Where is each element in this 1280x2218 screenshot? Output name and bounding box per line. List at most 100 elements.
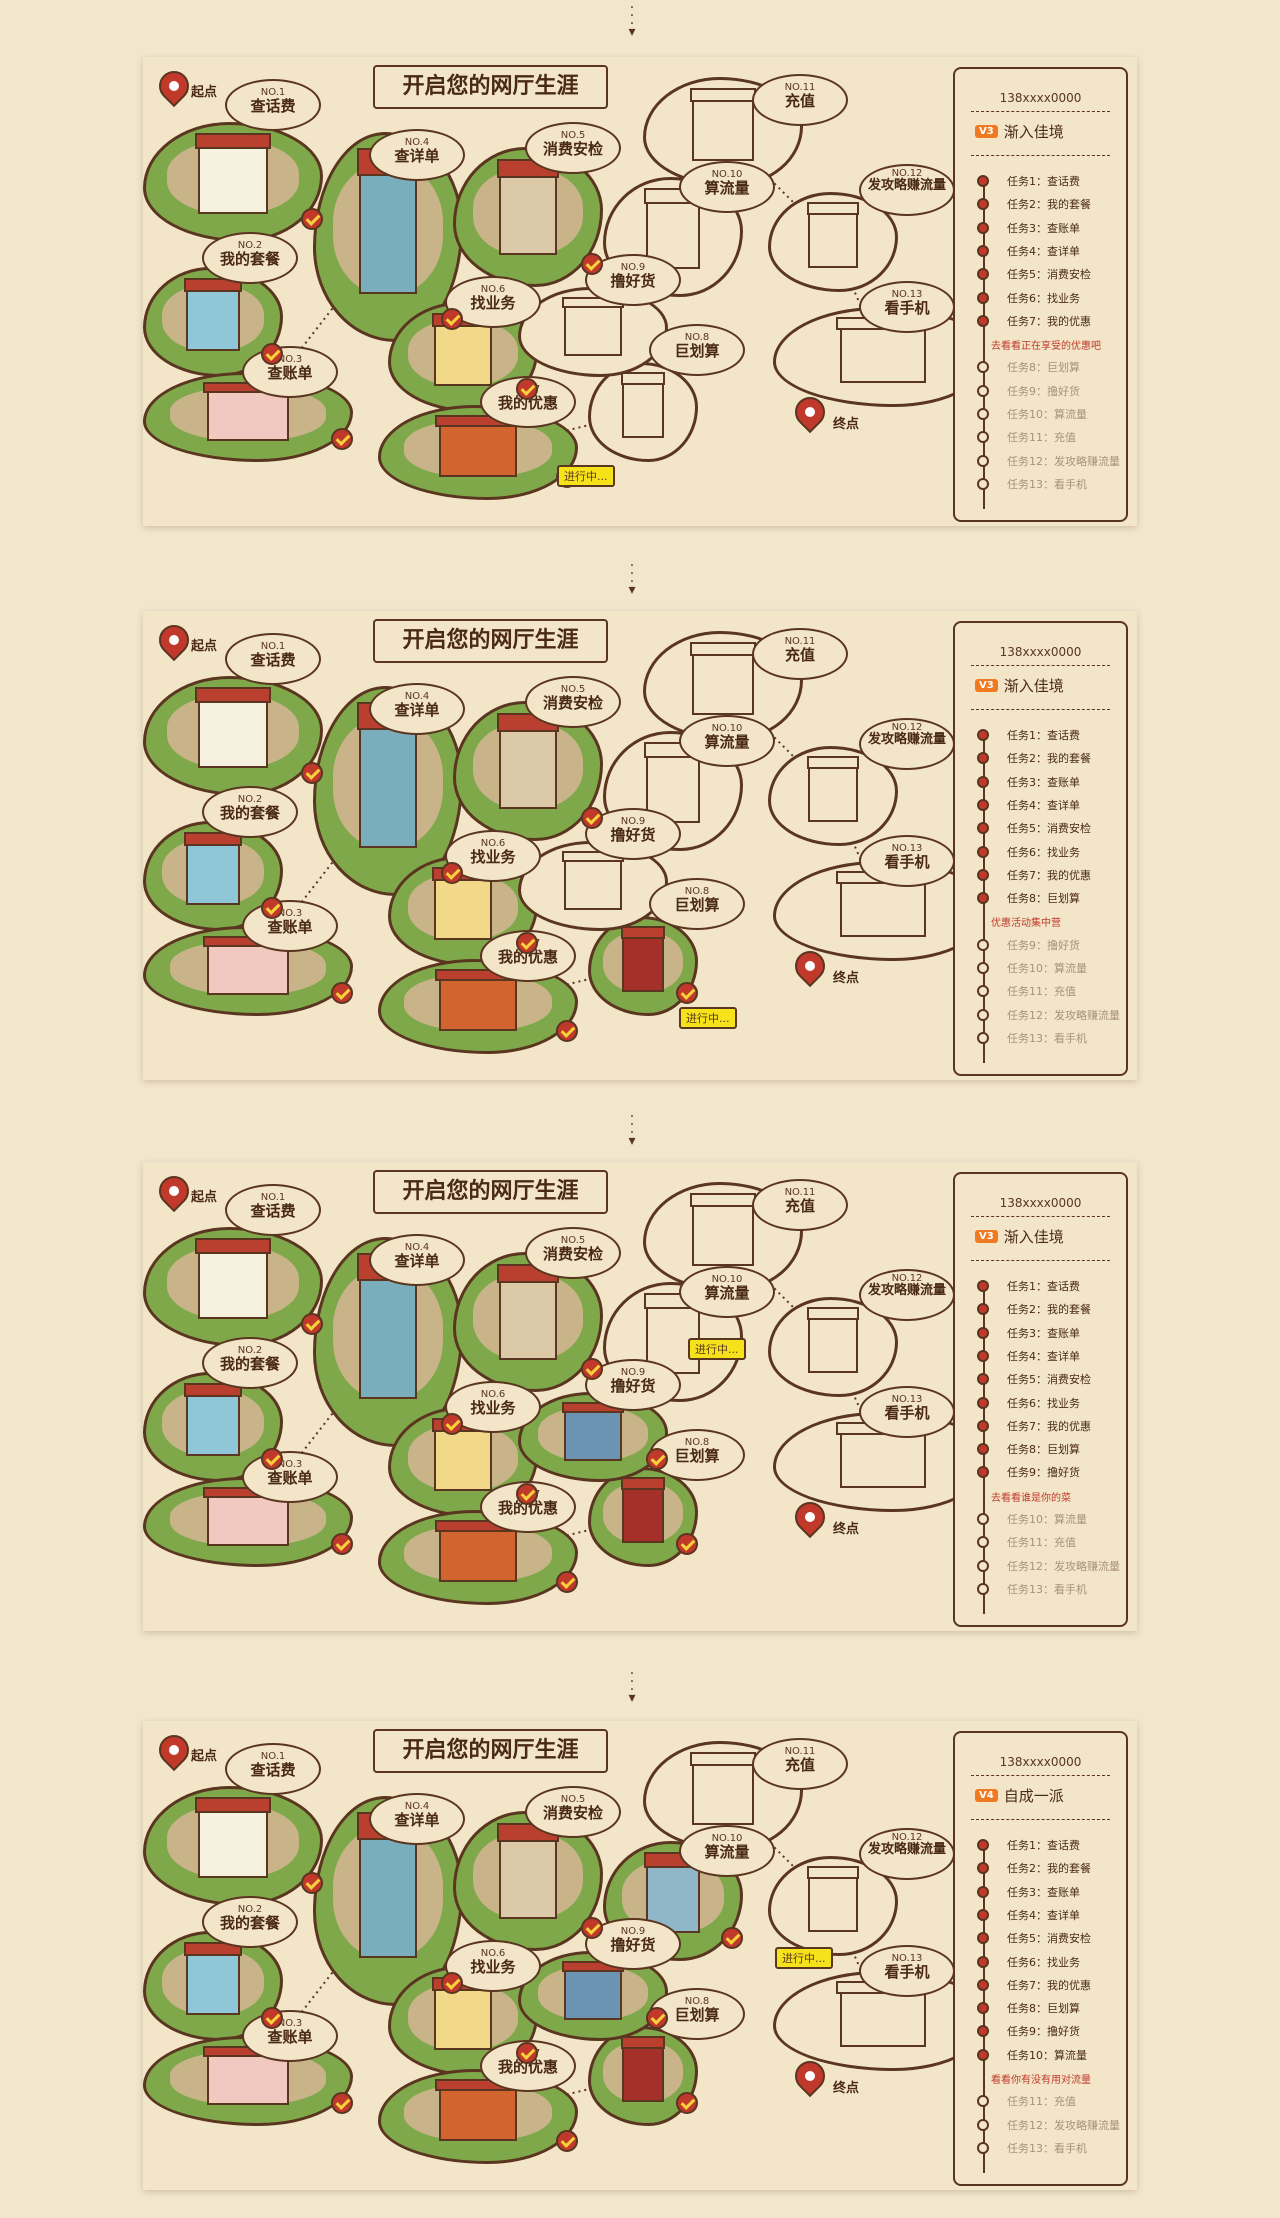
task-item[interactable]: 任务10：算流量 <box>1007 408 1087 421</box>
station-bubble[interactable]: NO.12 发攻略赚流量 <box>859 1828 955 1880</box>
station-bubble[interactable]: NO.13 看手机 <box>859 1386 955 1438</box>
task-item[interactable]: 任务11：充值 <box>1007 2095 1076 2109</box>
station-bubble[interactable]: NO.1 查话费 <box>225 1743 321 1795</box>
task-item[interactable]: 任务7：我的优惠 <box>1007 314 1091 328</box>
station-bubble[interactable]: NO.9 撸好货 <box>585 1359 681 1411</box>
task-hint-link[interactable]: 去看看正在享受的优惠吧 <box>991 341 1101 353</box>
station-bubble[interactable]: NO.10 算流量 <box>679 161 775 213</box>
station-7[interactable] <box>378 958 578 1054</box>
task-item[interactable]: 任务5：消费安检 <box>1007 1932 1091 1946</box>
task-item[interactable]: 任务3：查账单 <box>1007 1885 1080 1899</box>
station-bubble[interactable]: NO.5 消费安检 <box>525 1227 621 1279</box>
task-item[interactable]: 任务2：我的套餐 <box>1007 198 1091 212</box>
station-bubble[interactable]: NO.2 我的套餐 <box>202 1337 298 1389</box>
station-bubble[interactable]: NO.2 我的套餐 <box>202 1896 298 1948</box>
task-item[interactable]: 任务9：撸好货 <box>1007 384 1080 398</box>
task-item[interactable]: 任务2：我的套餐 <box>1007 1303 1091 1317</box>
station-bubble[interactable]: NO.7我的优惠 <box>480 1481 576 1533</box>
station-bubble[interactable]: NO.13 看手机 <box>859 835 955 887</box>
task-item[interactable]: 任务1：查话费 <box>1007 729 1080 742</box>
station-bubble[interactable]: NO.12 发攻略赚流量 <box>859 718 955 770</box>
station-bubble[interactable]: NO.13 看手机 <box>859 281 955 333</box>
task-item[interactable]: 任务5：消费安检 <box>1007 822 1091 836</box>
task-item[interactable]: 任务11：充值 <box>1007 1536 1076 1550</box>
task-item[interactable]: 任务8：巨划算 <box>1007 2002 1080 2016</box>
station-bubble[interactable]: NO.11 充值 <box>752 1179 848 1231</box>
task-item[interactable]: 任务1：查话费 <box>1007 175 1080 188</box>
task-item[interactable]: 任务6：找业务 <box>1007 1955 1080 1969</box>
task-item[interactable]: 任务1：查话费 <box>1007 1280 1080 1293</box>
task-item[interactable]: 任务4：查详单 <box>1007 798 1080 812</box>
station-1[interactable] <box>143 1786 323 1906</box>
task-item[interactable]: 任务7：我的优惠 <box>1007 1978 1091 1992</box>
station-bubble[interactable]: NO.4 查详单 <box>369 683 465 735</box>
task-item[interactable]: 任务9：撸好货 <box>1007 938 1080 952</box>
station-bubble[interactable]: NO.1 查话费 <box>225 79 321 131</box>
task-item[interactable]: 任务7：我的优惠 <box>1007 1419 1091 1433</box>
task-item[interactable]: 任务10：算流量 <box>1007 962 1087 975</box>
task-item[interactable]: 任务6：找业务 <box>1007 291 1080 305</box>
task-item[interactable]: 任务13：看手机 <box>1007 1582 1087 1596</box>
task-item[interactable]: 任务11：充值 <box>1007 985 1076 999</box>
task-item[interactable]: 任务12：发攻略赚流量 <box>1007 1008 1120 1022</box>
task-item[interactable]: 任务12：发攻略赚流量 <box>1007 454 1120 468</box>
in-progress-badge[interactable]: 进行中... <box>557 465 615 487</box>
station-bubble[interactable]: NO.13 看手机 <box>859 1945 955 1997</box>
station-3[interactable] <box>143 1477 353 1567</box>
task-item[interactable]: 任务6：找业务 <box>1007 1396 1080 1410</box>
station-bubble[interactable]: NO.8 巨划算 <box>649 324 745 376</box>
station-12[interactable] <box>768 192 898 292</box>
station-bubble[interactable]: NO.8 巨划算 <box>649 878 745 930</box>
station-bubble[interactable]: NO.5 消费安检 <box>525 122 621 174</box>
task-item[interactable]: 任务4：查详单 <box>1007 1349 1080 1363</box>
station-bubble[interactable]: NO.12 发攻略赚流量 <box>859 164 955 216</box>
station-bubble[interactable]: NO.11 充值 <box>752 628 848 680</box>
station-bubble[interactable]: NO.1 查话费 <box>225 1184 321 1236</box>
task-item[interactable]: 任务10：算流量 <box>1007 1513 1087 1526</box>
task-item[interactable]: 任务1：查话费 <box>1007 1839 1080 1852</box>
station-12[interactable] <box>768 746 898 846</box>
task-item[interactable]: 任务4：查详单 <box>1007 244 1080 258</box>
station-bubble[interactable]: NO.11 充值 <box>752 1738 848 1790</box>
task-item[interactable]: 任务2：我的套餐 <box>1007 1862 1091 1876</box>
station-bubble[interactable]: NO.3 查账单 <box>242 1451 338 1503</box>
station-bubble[interactable]: NO.4 查详单 <box>369 1234 465 1286</box>
in-progress-badge[interactable]: 进行中... <box>775 1947 833 1969</box>
station-bubble[interactable]: NO.1 查话费 <box>225 633 321 685</box>
task-item[interactable]: 任务2：我的套餐 <box>1007 752 1091 766</box>
station-1[interactable] <box>143 676 323 796</box>
task-item[interactable]: 任务3：查账单 <box>1007 775 1080 789</box>
station-8[interactable] <box>588 362 698 462</box>
station-bubble[interactable]: NO.3 查账单 <box>242 2010 338 2062</box>
station-bubble[interactable]: NO.2 我的套餐 <box>202 232 298 284</box>
task-hint-link[interactable]: 去看看谁是你的菜 <box>991 1492 1071 1504</box>
in-progress-badge[interactable]: 进行中... <box>688 1338 746 1360</box>
station-bubble[interactable]: NO.10 算流量 <box>679 1825 775 1877</box>
station-9[interactable] <box>518 1951 668 2041</box>
task-hint-link[interactable]: 优惠活动集中营 <box>991 918 1061 930</box>
task-item[interactable]: 任务8：巨划算 <box>1007 892 1080 906</box>
task-item[interactable]: 任务9：撸好货 <box>1007 1466 1080 1480</box>
station-bubble[interactable]: NO.4 查详单 <box>369 1793 465 1845</box>
task-item[interactable]: 任务5：消费安检 <box>1007 268 1091 282</box>
station-bubble[interactable]: NO.2 我的套餐 <box>202 786 298 838</box>
station-bubble[interactable]: NO.5 消费安检 <box>525 1786 621 1838</box>
station-bubble[interactable]: NO.5 消费安检 <box>525 676 621 728</box>
station-1[interactable] <box>143 1227 323 1347</box>
station-bubble[interactable]: NO.10 算流量 <box>679 1266 775 1318</box>
station-bubble[interactable]: NO.11 充值 <box>752 74 848 126</box>
task-item[interactable]: 任务3：查账单 <box>1007 1326 1080 1340</box>
task-item[interactable]: 任务8：巨划算 <box>1007 1443 1080 1457</box>
task-hint-link[interactable]: 看看你有没有用对流量 <box>991 2075 1091 2086</box>
task-item[interactable]: 任务13：看手机 <box>1007 1031 1087 1045</box>
station-bubble[interactable]: NO.12 发攻略赚流量 <box>859 1269 955 1321</box>
station-bubble[interactable]: NO.4 查详单 <box>369 129 465 181</box>
task-item[interactable]: 任务13：看手机 <box>1007 477 1087 491</box>
task-item[interactable]: 任务6：找业务 <box>1007 845 1080 859</box>
task-item[interactable]: 任务7：我的优惠 <box>1007 868 1091 882</box>
station-bubble[interactable]: NO.3 查账单 <box>242 346 338 398</box>
task-item[interactable]: 任务3：查账单 <box>1007 221 1080 235</box>
station-bubble[interactable]: NO.3 查账单 <box>242 900 338 952</box>
task-item[interactable]: 任务10：算流量 <box>1007 2048 1087 2062</box>
task-item[interactable]: 任务5：消费安检 <box>1007 1373 1091 1387</box>
